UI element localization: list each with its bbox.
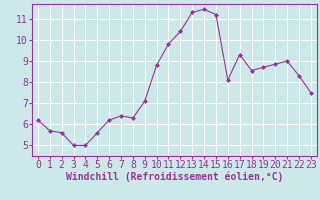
- X-axis label: Windchill (Refroidissement éolien,°C): Windchill (Refroidissement éolien,°C): [66, 172, 283, 182]
